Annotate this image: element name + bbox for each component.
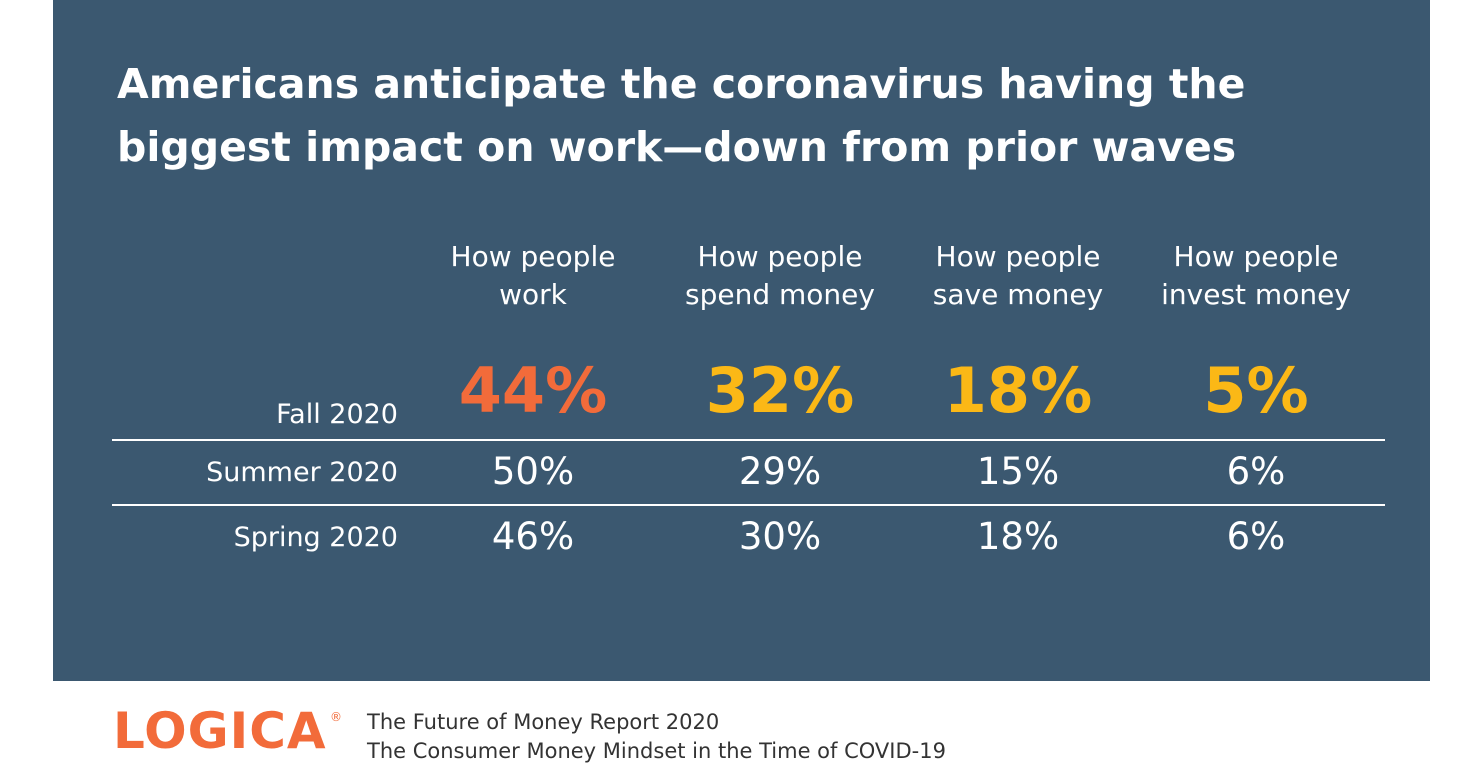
table-cell: 46% — [491, 515, 575, 558]
table-cell: 30% — [738, 515, 822, 558]
table-cell: 15% — [976, 450, 1060, 493]
footer-text: The Future of Money Report 2020 — [367, 710, 720, 734]
column-header: work — [499, 278, 567, 311]
logo-mark: ® — [330, 710, 342, 724]
column-header: How people — [450, 240, 616, 273]
row-label: Fall 2020 — [276, 399, 398, 430]
table-cell: 18% — [976, 515, 1060, 558]
table-cell: 32% — [705, 354, 855, 427]
row-divider — [112, 504, 1385, 506]
table-cell: 44% — [458, 354, 608, 427]
title-line: biggest impact on work—down from prior w… — [117, 123, 1237, 171]
column-header: How people — [935, 240, 1101, 273]
column-header: invest money — [1161, 278, 1351, 311]
table-cell: 29% — [738, 450, 822, 493]
panel — [53, 0, 1430, 681]
column-header: spend money — [685, 278, 875, 311]
footer-text: The Consumer Money Mindset in the Time o… — [367, 739, 946, 763]
row-label: Summer 2020 — [206, 457, 398, 488]
column-header: save money — [932, 278, 1104, 311]
table-cell: 18% — [943, 354, 1093, 427]
column-header: How people — [1173, 240, 1339, 273]
table-cell: 6% — [1226, 450, 1286, 493]
title-line: Americans anticipate the coronavirus hav… — [117, 60, 1246, 108]
table-cell: 6% — [1226, 515, 1286, 558]
row-divider — [112, 439, 1385, 441]
table-cell: 5% — [1203, 354, 1309, 427]
table-cell: 50% — [491, 450, 575, 493]
row-label: Spring 2020 — [233, 522, 398, 553]
logo: LOGICA — [113, 702, 327, 760]
column-header: How people — [697, 240, 863, 273]
